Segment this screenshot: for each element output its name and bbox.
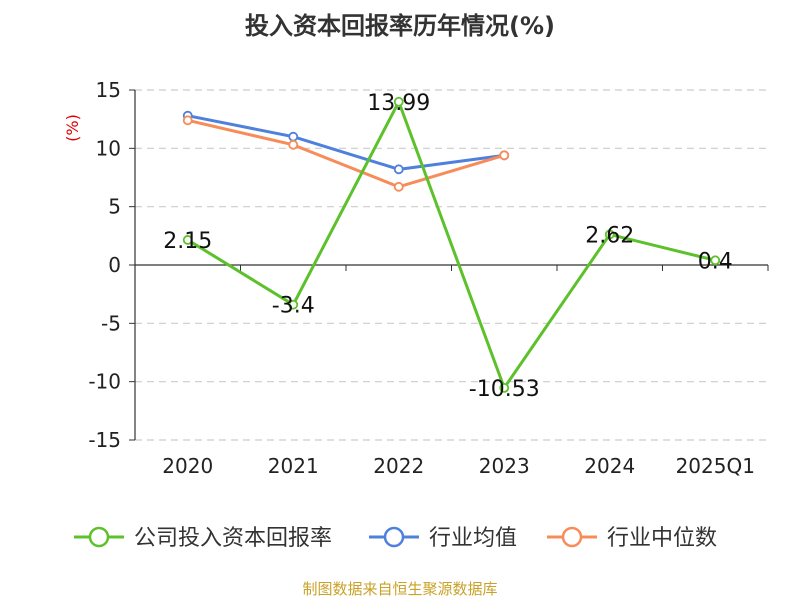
x-tick-label: 2023 xyxy=(479,454,530,478)
x-tick-label: 2021 xyxy=(268,454,319,478)
data-label: -3.4 xyxy=(272,294,315,319)
source-note: 制图数据来自恒生聚源数据库 xyxy=(302,580,498,598)
y-tick-label: 5 xyxy=(108,195,121,219)
y-tick-label: -10 xyxy=(88,370,121,394)
series-line xyxy=(186,100,716,390)
legend-marker[interactable] xyxy=(561,526,583,548)
data-label: -10.53 xyxy=(469,377,540,402)
data-point xyxy=(499,150,510,161)
grid-lines xyxy=(135,89,768,441)
chart-title: 投入资本回报率历年情况(%) xyxy=(245,12,555,40)
legend-marker[interactable] xyxy=(383,526,405,548)
data-point xyxy=(393,181,404,192)
x-tick-label: 2022 xyxy=(373,454,424,478)
data-point xyxy=(604,229,615,240)
data-point xyxy=(182,115,193,126)
data-label: 2.62 xyxy=(585,223,634,248)
data-labels: 2.15 -3.4 13.99 -10.53 2.62 0.4 xyxy=(163,91,732,402)
y-tick-label: -15 xyxy=(88,428,121,452)
axes: 15 10 5 0 -5 -10 -15 2020 2021 2022 2023 2024 2025Q1 xyxy=(88,78,769,478)
data-point xyxy=(288,131,299,142)
y-tick-label: 15 xyxy=(96,78,121,102)
data-point xyxy=(393,164,404,175)
series-line xyxy=(187,118,505,189)
data-point xyxy=(393,96,404,107)
legend[interactable]: 公司投入资本回报率 行业均值 行业中位数 xyxy=(74,526,717,551)
data-label: 0.4 xyxy=(698,249,733,274)
x-tick-label: 2024 xyxy=(584,454,635,478)
data-point xyxy=(288,139,299,150)
x-tick-label: 2025Q1 xyxy=(676,454,755,478)
data-point xyxy=(499,382,510,393)
legend-label[interactable]: 公司投入资本回报率 xyxy=(134,526,332,551)
y-axis-label: (%) xyxy=(63,114,82,142)
series-group xyxy=(182,96,721,393)
legend-label[interactable]: 行业中位数 xyxy=(607,526,717,551)
legend-label[interactable]: 行业均值 xyxy=(429,526,517,551)
data-label: 13.99 xyxy=(367,91,430,116)
x-tick-label: 2020 xyxy=(162,454,213,478)
data-point xyxy=(710,255,721,266)
series-line xyxy=(187,114,505,171)
y-tick-label: -5 xyxy=(101,311,121,335)
y-tick-label: 0 xyxy=(108,253,121,277)
data-label: 2.15 xyxy=(163,229,212,254)
data-point xyxy=(182,235,193,245)
y-tick-label: 10 xyxy=(96,136,121,160)
legend-marker[interactable] xyxy=(88,526,110,548)
data-point xyxy=(288,299,299,310)
